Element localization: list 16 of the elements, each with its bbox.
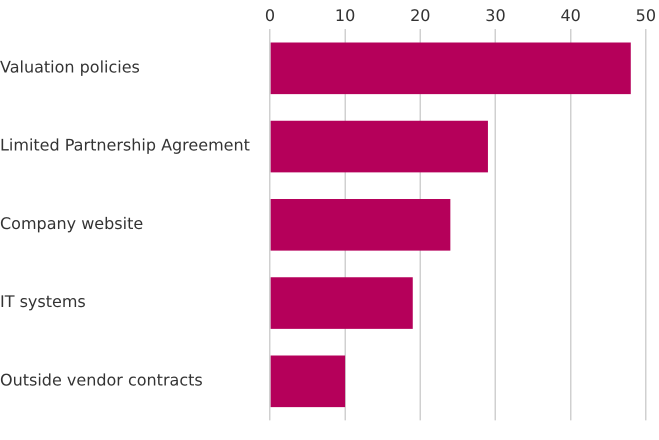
- bar: [270, 277, 413, 329]
- y-tick-label: Limited Partnership Agreement: [0, 136, 250, 155]
- x-tick-label: 50: [636, 6, 656, 25]
- x-tick-label: 10: [334, 6, 356, 25]
- y-tick-label: Outside vendor contracts: [0, 370, 203, 390]
- y-tick-label: Valuation policies: [0, 57, 140, 76]
- y-tick-label: Company website: [0, 214, 144, 233]
- x-tick-label: 40: [560, 6, 581, 25]
- x-tick-label: 20: [410, 6, 430, 25]
- x-tick-label: 0: [264, 6, 276, 25]
- bar: [270, 355, 346, 408]
- x-tick-label: 30: [485, 6, 506, 25]
- bar: [270, 198, 450, 251]
- bar: [270, 120, 488, 172]
- bar: [270, 42, 631, 94]
- y-tick-label: IT systems: [0, 292, 86, 312]
